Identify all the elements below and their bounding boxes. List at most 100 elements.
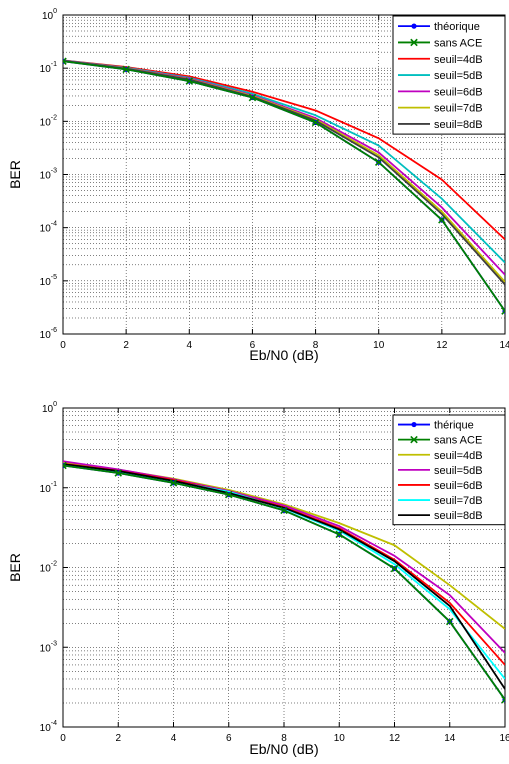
y-tick-exponent: -4 [51, 221, 57, 228]
x-axis-label: Eb/N0 (dB) [249, 347, 318, 363]
x-tick-label: 6 [226, 733, 232, 744]
legend-label-2: seuil=4dB [434, 450, 483, 462]
legend-marker-1 [410, 435, 418, 444]
data-point-1 [224, 490, 233, 499]
legend-label-1: sans ACE [434, 37, 482, 49]
y-tick-base: 10 [40, 643, 52, 654]
x-tick-label: 0 [60, 733, 66, 744]
y-tick-base: 10 [40, 117, 52, 128]
data-point-1 [374, 158, 383, 167]
x-tick-label: 16 [499, 733, 509, 744]
data-point-1 [63, 461, 67, 470]
tick-marks [62, 407, 506, 728]
y-tick-label: 10-2 [40, 561, 57, 575]
legend-label-0: thérique [434, 420, 474, 432]
x-tick-label: 4 [187, 340, 193, 351]
legend-label-4: seuil=6dB [434, 480, 483, 492]
x-axis-label: Eb/N0 (dB) [249, 741, 318, 757]
y-tick-base: 10 [40, 484, 52, 495]
data-point-1 [63, 57, 67, 66]
data-point-1 [169, 479, 178, 487]
y-tick-base: 10 [40, 224, 52, 235]
legend-marker-1 [410, 38, 418, 47]
data-point-1 [280, 506, 288, 515]
legend-label-4: seuil=6dB [434, 86, 483, 98]
legend-marker-0 [411, 421, 417, 428]
data-point-1 [445, 617, 454, 626]
y-tick-label: 10-4 [40, 720, 57, 734]
y-axis-label: BER [7, 160, 23, 189]
data-point-1 [122, 65, 130, 74]
y-tick-base: 10 [40, 330, 52, 341]
x-tick-label: 8 [313, 340, 319, 351]
y-tick-label: 100 [42, 401, 57, 415]
legend-label-0: théorique [434, 21, 480, 33]
legend-label-3: seuil=5dB [434, 465, 483, 477]
legend-marker-0 [411, 23, 417, 29]
y-tick-label: 10-3 [40, 640, 57, 654]
y-tick-base: 10 [42, 11, 54, 22]
data-point-1 [248, 93, 257, 102]
x-tick-label: 12 [389, 733, 401, 744]
x-tick-label: 0 [60, 340, 66, 351]
data-point-1 [501, 695, 505, 704]
series-group [63, 57, 505, 315]
x-tick-label: 14 [444, 733, 456, 744]
y-tick-label: 10-3 [40, 168, 57, 182]
y-tick-exponent: -3 [51, 168, 57, 175]
data-point-1 [185, 77, 194, 85]
legend: thérique sans ACE seuil=4dB seuil=5dB seuil=… [392, 414, 506, 526]
x-tick-label: 10 [373, 340, 385, 351]
data-point-1 [114, 469, 123, 477]
legend-label-5: seuil=7dB [434, 495, 483, 507]
y-tick-exponent: -6 [51, 327, 57, 334]
x-tick-label: 2 [115, 733, 121, 744]
legend-label-2: seuil=4dB [434, 54, 483, 66]
legend-label-6: seuil=8dB [434, 119, 483, 131]
y-tick-label: 10-6 [40, 327, 57, 341]
x-tick-label: 8 [281, 733, 287, 744]
x-tick-label: 6 [250, 340, 256, 351]
y-tick-base: 10 [40, 277, 52, 288]
chart-top: 0 2 4 6 8 10 12 1410-610-510-410-310-210-1100Eb… [7, 8, 509, 363]
y-axis-label: BER [7, 553, 23, 582]
y-tick-exponent: -4 [51, 720, 57, 727]
x-tick-label: 14 [499, 340, 509, 351]
data-point-1 [501, 307, 505, 315]
y-tick-exponent: -2 [51, 561, 57, 568]
y-tick-exponent: -2 [51, 114, 57, 121]
y-tick-label: 10-1 [40, 61, 57, 75]
y-tick-base: 10 [42, 404, 54, 415]
y-tick-base: 10 [40, 171, 52, 182]
y-tick-exponent: -1 [51, 481, 57, 488]
data-point-1 [438, 216, 446, 224]
y-tick-label: 10-2 [40, 114, 57, 128]
y-tick-base: 10 [40, 64, 52, 75]
legend: théorique sans ACE seuil=4dB seuil=5dB seuil… [392, 15, 506, 135]
y-tick-label: 100 [42, 8, 57, 22]
x-tick-label: 4 [171, 733, 177, 744]
series-line-1 [63, 60, 505, 312]
legend-label-1: sans ACE [434, 435, 482, 447]
y-tick-exponent: 0 [53, 401, 57, 408]
y-tick-label: 10-1 [40, 481, 57, 495]
x-tick-label: 10 [334, 733, 346, 744]
y-tick-exponent: -1 [51, 61, 57, 68]
x-tick-label: 12 [436, 340, 448, 351]
y-tick-exponent: 0 [53, 8, 57, 15]
series-group [63, 460, 505, 704]
y-tick-exponent: -3 [51, 640, 57, 647]
data-point-1 [311, 118, 320, 127]
y-tick-base: 10 [40, 564, 52, 575]
y-tick-label: 10-4 [40, 221, 57, 235]
data-point-1 [390, 564, 399, 573]
legend-label-6: seuil=8dB [434, 510, 483, 522]
series-line-3 [63, 460, 505, 654]
legend-label-5: seuil=7dB [434, 103, 483, 115]
y-tick-base: 10 [40, 723, 52, 734]
x-tick-label: 2 [123, 340, 129, 351]
legend-label-3: seuil=5dB [434, 70, 483, 82]
data-point-1 [335, 530, 344, 539]
